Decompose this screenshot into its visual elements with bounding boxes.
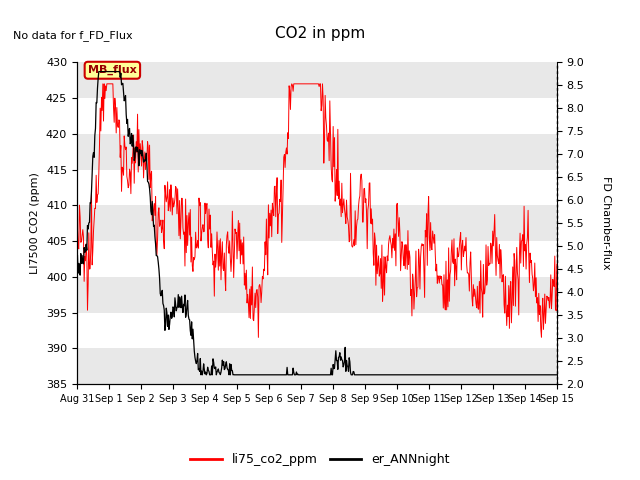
Bar bbox=[77, 277, 557, 312]
Text: MB_flux: MB_flux bbox=[88, 65, 137, 75]
Bar bbox=[77, 62, 557, 98]
Legend: li75_co2_ppm, er_ANNnight: li75_co2_ppm, er_ANNnight bbox=[186, 448, 454, 471]
Text: CO2 in ppm: CO2 in ppm bbox=[275, 26, 365, 41]
Y-axis label: FD Chamber-flux: FD Chamber-flux bbox=[601, 176, 611, 270]
Bar bbox=[77, 134, 557, 169]
Y-axis label: LI7500 CO2 (ppm): LI7500 CO2 (ppm) bbox=[30, 172, 40, 274]
Bar bbox=[77, 348, 557, 384]
Text: No data for f_FD_Flux: No data for f_FD_Flux bbox=[13, 30, 132, 41]
Bar bbox=[77, 205, 557, 241]
